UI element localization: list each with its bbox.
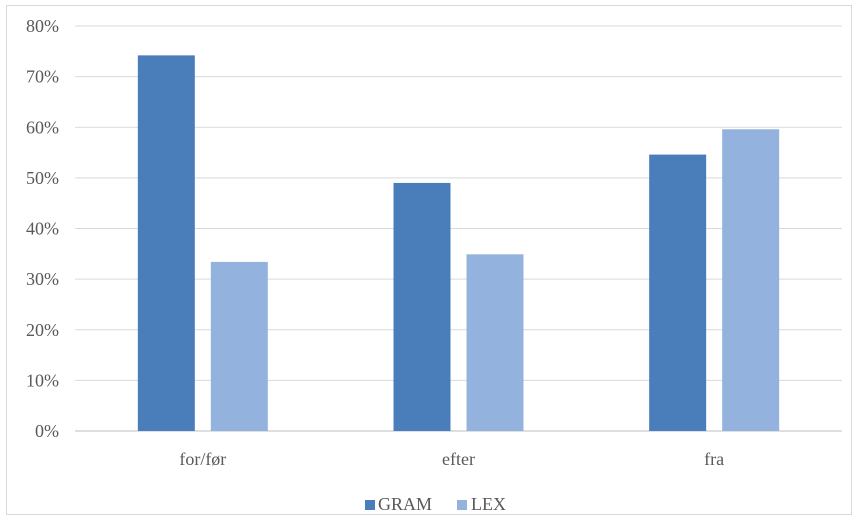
legend-label-lex: LEX <box>471 494 506 514</box>
legend-swatch-gram <box>365 500 375 510</box>
bar-lex-1 <box>466 254 524 431</box>
y-tick-label: 20% <box>26 320 59 340</box>
legend: GRAM LEX <box>365 494 506 514</box>
gridlines <box>75 25 842 432</box>
y-axis-ticks: 0% 10% 20% 30% 40% 50% 60% 70% 80% <box>26 16 59 441</box>
x-tick-label: fra <box>704 449 724 469</box>
bar-gram-2 <box>649 154 707 431</box>
y-tick-label: 60% <box>26 117 59 137</box>
legend-swatch-lex <box>457 500 467 510</box>
bar-lex-0 <box>210 261 268 431</box>
bars <box>137 55 780 432</box>
y-tick-label: 50% <box>26 168 59 188</box>
y-tick-label: 40% <box>26 219 59 239</box>
bar-gram-0 <box>137 55 195 432</box>
legend-label-gram: GRAM <box>378 494 432 514</box>
y-tick-label: 80% <box>26 16 59 36</box>
y-tick-label: 70% <box>26 67 59 87</box>
bar-lex-2 <box>722 129 780 431</box>
y-tick-label: 0% <box>35 421 59 441</box>
x-tick-label: for/før <box>179 449 226 469</box>
x-axis-ticks: for/før efter fra <box>179 449 724 469</box>
x-tick-label: efter <box>442 449 475 469</box>
y-tick-label: 10% <box>26 370 59 390</box>
bar-gram-1 <box>393 182 451 431</box>
y-tick-label: 30% <box>26 269 59 289</box>
